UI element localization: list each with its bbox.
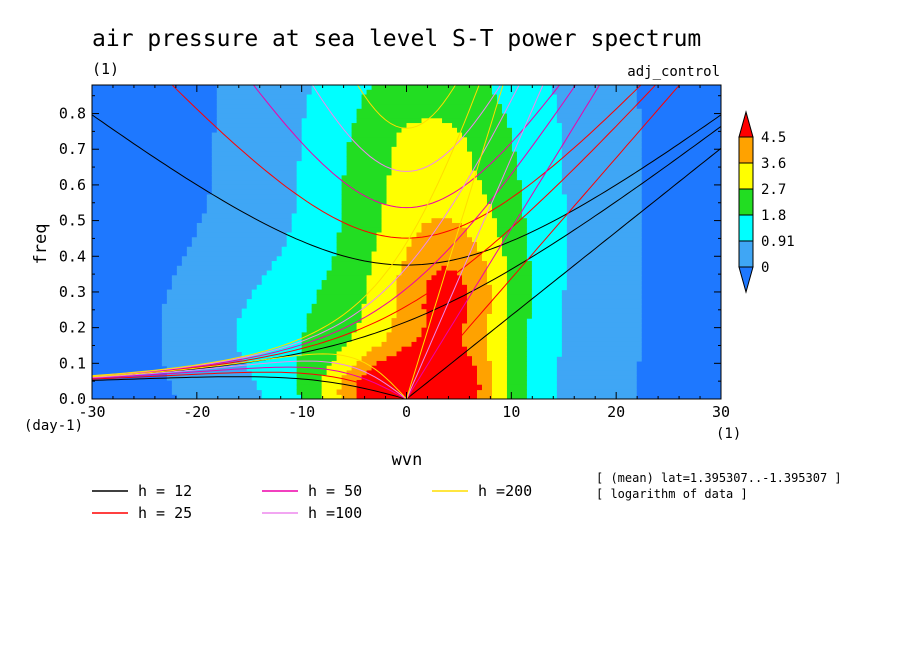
y-tick-label: 0.4	[59, 247, 86, 265]
chart-title: air pressure at sea level S-T power spec…	[92, 26, 701, 52]
x-tick-label: 20	[607, 403, 625, 421]
dispersion-curve-h25-0	[406, 85, 681, 399]
contour-band-5	[336, 218, 492, 399]
colorbar-label: 0.91	[761, 234, 795, 250]
title-units: (1)	[92, 60, 119, 78]
legend-label: h =200	[478, 482, 532, 500]
y-units-label: (day-1)	[24, 418, 83, 434]
dispersion-curve-h25-2	[171, 85, 642, 239]
dispersion-curve-h12-3	[92, 376, 407, 399]
colorbar-label: 3.6	[761, 156, 786, 172]
y-tick-label: 0.2	[59, 319, 86, 337]
legend: h = 12 h = 25 h = 50 h =100 h =200	[92, 482, 532, 522]
dispersion-curve-h12-0	[406, 147, 721, 399]
x-axis: -30 -20 -10 0 10 20 30	[78, 85, 730, 421]
contour-band-1	[161, 85, 642, 399]
contour-band-2	[236, 85, 567, 399]
legend-label: h = 12	[138, 482, 192, 500]
dispersion-curve-h200-1	[92, 85, 480, 377]
dispersion-curve-h25-1	[92, 85, 657, 377]
legend-label: h = 25	[138, 504, 192, 522]
dispersion-curve-h200-3	[92, 353, 407, 399]
dispersion-curve-h100-2	[311, 85, 502, 172]
experiment-label: adj_control	[627, 64, 720, 80]
plot-area	[92, 85, 721, 399]
mean-note: [ (mean) lat=1.395307..-1.395307 ]	[596, 471, 842, 485]
colorbar-box	[738, 240, 754, 268]
x-tick-label: -10	[288, 403, 315, 421]
colorbar-label: 1.8	[761, 208, 786, 224]
y-axis-label: freq	[31, 224, 51, 265]
dispersion-curve-h100-3	[92, 360, 407, 399]
colorbar-arrow-top	[738, 110, 754, 138]
y-tick-label: 0.1	[59, 354, 86, 372]
y-tick-label: 0.8	[59, 105, 86, 123]
colorbar-box	[738, 136, 754, 164]
colorbar-arrow-bottom	[738, 266, 754, 294]
colorbar-box	[738, 214, 754, 242]
colorbar-label: 0	[761, 260, 769, 276]
x-units-label: (1)	[716, 426, 741, 442]
x-tick-label: -30	[78, 403, 105, 421]
colorbar: 0 0.91 1.8 2.7 3.6 4.5	[738, 110, 795, 294]
dispersion-curve-h100-1	[92, 85, 520, 377]
dispersion-curve-h50-0	[406, 85, 601, 399]
contour-band-3	[296, 85, 532, 399]
dispersion-curve-h12-1	[92, 125, 721, 378]
y-tick-label: 0.0	[59, 390, 86, 408]
x-tick-label: -20	[183, 403, 210, 421]
x-axis-label: wvn	[392, 450, 423, 470]
y-tick-label: 0.6	[59, 176, 86, 194]
colorbar-label: 4.5	[761, 130, 786, 146]
contour-fills	[161, 85, 642, 399]
dispersion-curves	[92, 85, 721, 399]
x-tick-label: 10	[502, 403, 520, 421]
y-tick-label: 0.5	[59, 212, 86, 230]
colorbar-box	[738, 162, 754, 190]
y-tick-label: 0.7	[59, 140, 86, 158]
dispersion-curve-h50-1	[92, 85, 577, 377]
dispersion-curve-h100-0	[406, 85, 544, 399]
dispersion-curve-h12-2	[92, 114, 721, 266]
legend-label: h = 50	[308, 482, 362, 500]
y-tick-label: 0.3	[59, 283, 86, 301]
dispersion-curve-h200-2	[357, 85, 456, 129]
colorbar-label: 2.7	[761, 182, 786, 198]
y-axis: 0.0 0.1 0.2 0.3 0.4 0.5 0.6 0.7 0.8	[59, 95, 721, 408]
dispersion-curve-h200-0	[406, 85, 504, 399]
dispersion-curve-h50-2	[252, 85, 561, 209]
legend-label: h =100	[308, 504, 362, 522]
x-tick-label: 0	[402, 403, 411, 421]
colorbar-box	[738, 188, 754, 216]
dispersion-curve-h25-3	[92, 371, 407, 399]
x-tick-label: 30	[712, 403, 730, 421]
field-note: [ logarithm of data ]	[596, 487, 748, 501]
dispersion-curve-h50-3	[92, 366, 407, 399]
